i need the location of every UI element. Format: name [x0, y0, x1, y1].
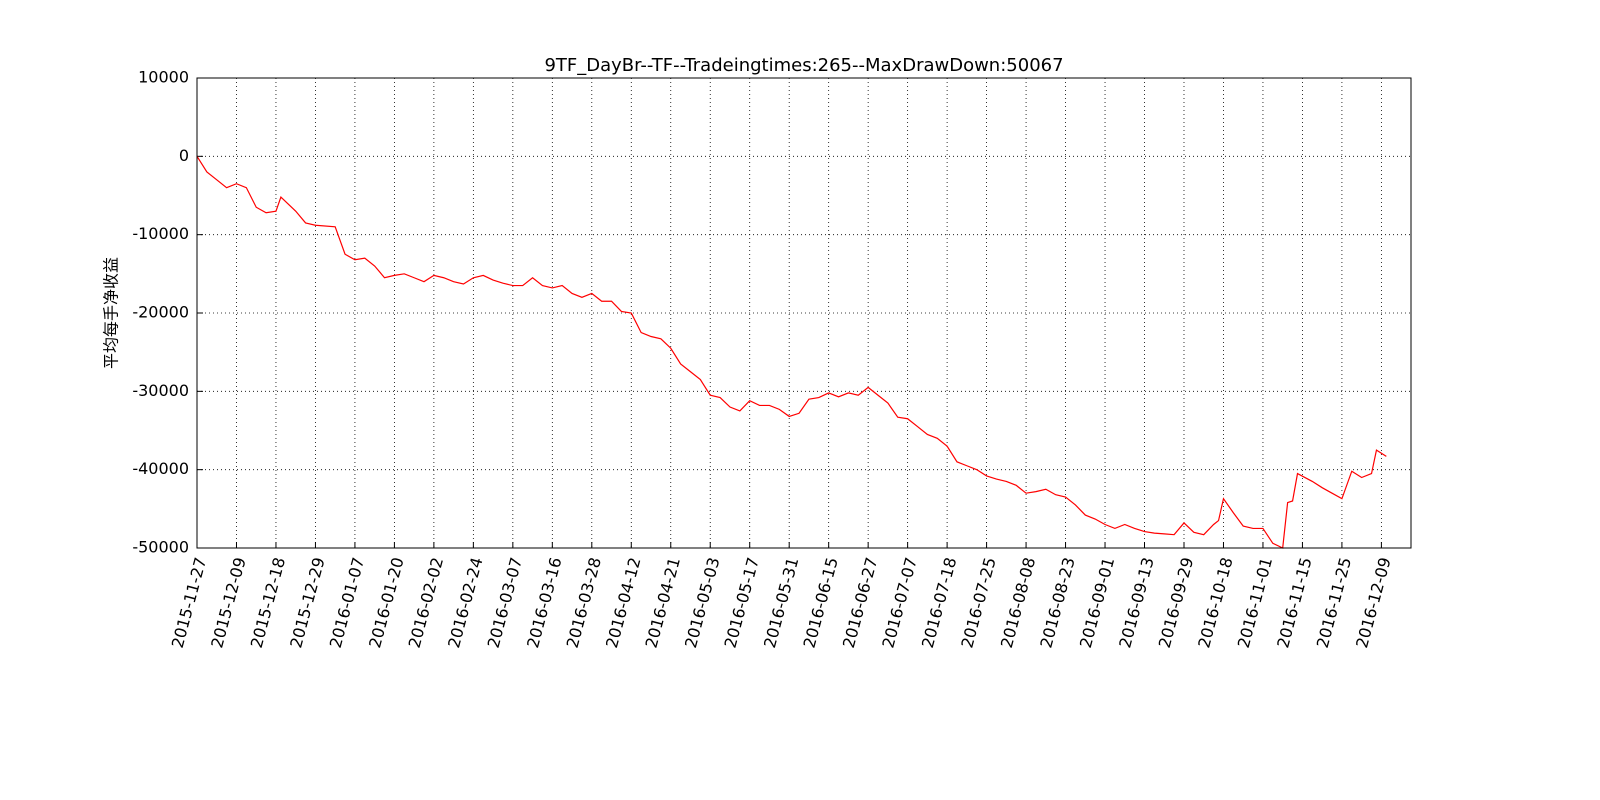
y-tick-label: -30000 [132, 381, 189, 400]
y-tick-label: -20000 [132, 303, 189, 322]
y-tick-label: 0 [179, 146, 189, 165]
y-tick-label: -50000 [132, 538, 189, 557]
y-tick-label: 10000 [138, 68, 189, 87]
y-axis-label: 平均每手净收益 [102, 257, 121, 369]
plot-frame [196, 77, 1412, 549]
line [196, 156, 1387, 549]
chart-title: 9TF_DayBr--TF--Tradeingtimes:265--MaxDra… [544, 55, 1063, 76]
y-tick-label: -10000 [132, 224, 189, 243]
y-tick-label: -40000 [132, 459, 189, 478]
